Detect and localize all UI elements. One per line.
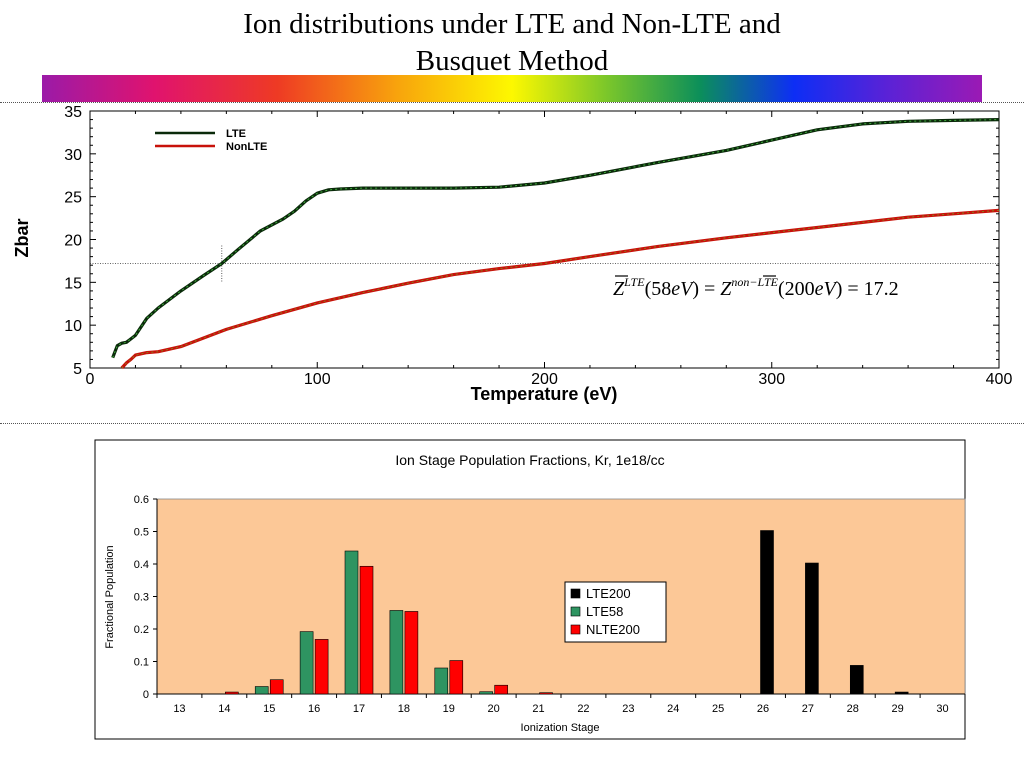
bar-chart-legend: LTE200 LTE58 NLTE200 — [564, 581, 667, 643]
chart-frame — [94, 439, 966, 740]
legend-swatch-nlte200 — [570, 624, 581, 635]
bar-nlte200-16 — [314, 639, 329, 695]
plot-frame — [89, 110, 1000, 369]
legend-label-lte58: LTE58 — [586, 604, 623, 619]
bar-x-tick-label: 19 — [443, 703, 455, 715]
bar-nlte200-15 — [269, 679, 284, 695]
bar-nlte200-19 — [449, 660, 464, 695]
zbar-equation: ZLTE(58eV) = Znon−LTE(200eV) = 17.2 — [613, 275, 899, 300]
x-tick-label: 100 — [304, 371, 331, 388]
bar-x-tick-label: 22 — [577, 703, 589, 715]
bar-y-tick-label: 0 — [143, 689, 149, 701]
slide-title-line-1: Ion distributions under LTE and Non-LTE … — [243, 8, 781, 40]
x-axis-label: Temperature (eV) — [471, 384, 618, 404]
y-axis-label: Zbar — [12, 218, 32, 257]
x-tick-label: 300 — [758, 371, 785, 388]
bar-x-tick-label: 24 — [667, 703, 679, 715]
bar-lte58-20 — [479, 691, 493, 695]
bar-x-tick-label: 23 — [622, 703, 634, 715]
legend-label-lte200: LTE200 — [586, 586, 631, 601]
legend-swatch-lte200 — [570, 588, 581, 599]
y-tick-label: 30 — [64, 147, 82, 164]
series-line-lte — [111, 118, 1000, 359]
slide-title-line-2: Busquet Method — [415, 45, 609, 77]
bar-x-tick-label: 13 — [173, 703, 185, 715]
bar-nlte200-17 — [359, 565, 374, 695]
bar-lte58-15 — [254, 686, 269, 695]
bar-x-tick-label: 28 — [847, 703, 859, 715]
series-line-overlay — [112, 119, 1000, 358]
bar-x-tick-label: 17 — [353, 703, 365, 715]
bar-nlte200-18 — [404, 611, 419, 695]
bar-lte58-19 — [434, 667, 449, 695]
y-tick-label: 10 — [64, 318, 82, 335]
x-tick-label: 200 — [531, 371, 558, 388]
bar-y-tick-label: 0.1 — [134, 657, 149, 669]
bar-lte200-26 — [760, 530, 774, 695]
plot-area — [156, 498, 966, 695]
bar-y-tick-label: 0.2 — [134, 624, 149, 636]
bar-x-tick-label: 21 — [532, 703, 544, 715]
x-tick-label: 0 — [86, 371, 95, 388]
y-tick-label: 20 — [64, 233, 82, 250]
slide-title: Ion distributions under LTE and Non-LTE … — [0, 6, 1024, 80]
bar-y-tick-label: 0.3 — [134, 592, 149, 604]
bar-nlte200-21 — [539, 692, 553, 695]
bar-x-tick-label: 29 — [892, 703, 904, 715]
bar-lte58-17 — [344, 550, 359, 695]
legend-label-nonlte: NonLTE — [226, 141, 267, 153]
series-line-nonlte — [120, 208, 1000, 370]
y-tick-label: 5 — [73, 361, 82, 378]
bar-x-tick-label: 27 — [802, 703, 814, 715]
bar-x-tick-label: 26 — [757, 703, 769, 715]
x-tick-label: 400 — [986, 371, 1013, 388]
bar-y-axis-label: Fractional Population — [104, 545, 116, 648]
legend-label-lte: LTE — [226, 128, 246, 140]
bar-nlte200-20 — [494, 684, 508, 695]
y-tick-label: 15 — [64, 275, 82, 292]
separator-top — [0, 102, 1024, 103]
bar-x-tick-label: 14 — [218, 703, 230, 715]
y-tick-label: 25 — [64, 190, 82, 207]
bar-lte58-16 — [299, 631, 314, 695]
bar-x-axis-label: Ionization Stage — [521, 722, 600, 734]
bar-chart-title: Ion Stage Population Fractions, Kr, 1e18… — [395, 452, 664, 468]
bar-lte58-18 — [389, 610, 404, 695]
bar-x-tick-label: 16 — [308, 703, 320, 715]
bar-nlte200-14 — [225, 691, 239, 695]
legend-swatch-lte58 — [570, 606, 581, 617]
bar-y-tick-label: 0.5 — [134, 527, 149, 539]
bar-lte200-27 — [805, 562, 819, 695]
chart-legend: LTE NonLTE — [155, 128, 267, 153]
rainbow-banner — [42, 75, 982, 102]
legend-label-nlte200: NLTE200 — [586, 622, 640, 637]
bar-x-tick-label: 20 — [488, 703, 500, 715]
series-line-overlay — [121, 209, 1000, 369]
bar-x-tick-label: 15 — [263, 703, 275, 715]
bar-x-tick-label: 30 — [936, 703, 948, 715]
bar-lte200-29 — [894, 691, 909, 695]
bar-lte200-28 — [849, 665, 864, 695]
y-tick-label: 35 — [64, 104, 82, 121]
bar-y-tick-label: 0.6 — [134, 494, 149, 506]
separator-middle — [0, 423, 1024, 424]
bar-x-tick-label: 18 — [398, 703, 410, 715]
bar-x-tick-label: 25 — [712, 703, 724, 715]
bar-y-tick-label: 0.4 — [134, 559, 149, 571]
